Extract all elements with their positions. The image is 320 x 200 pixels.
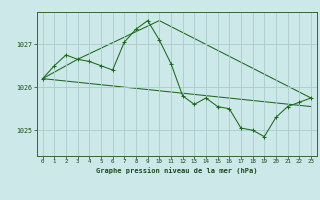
X-axis label: Graphe pression niveau de la mer (hPa): Graphe pression niveau de la mer (hPa) [96,167,258,174]
